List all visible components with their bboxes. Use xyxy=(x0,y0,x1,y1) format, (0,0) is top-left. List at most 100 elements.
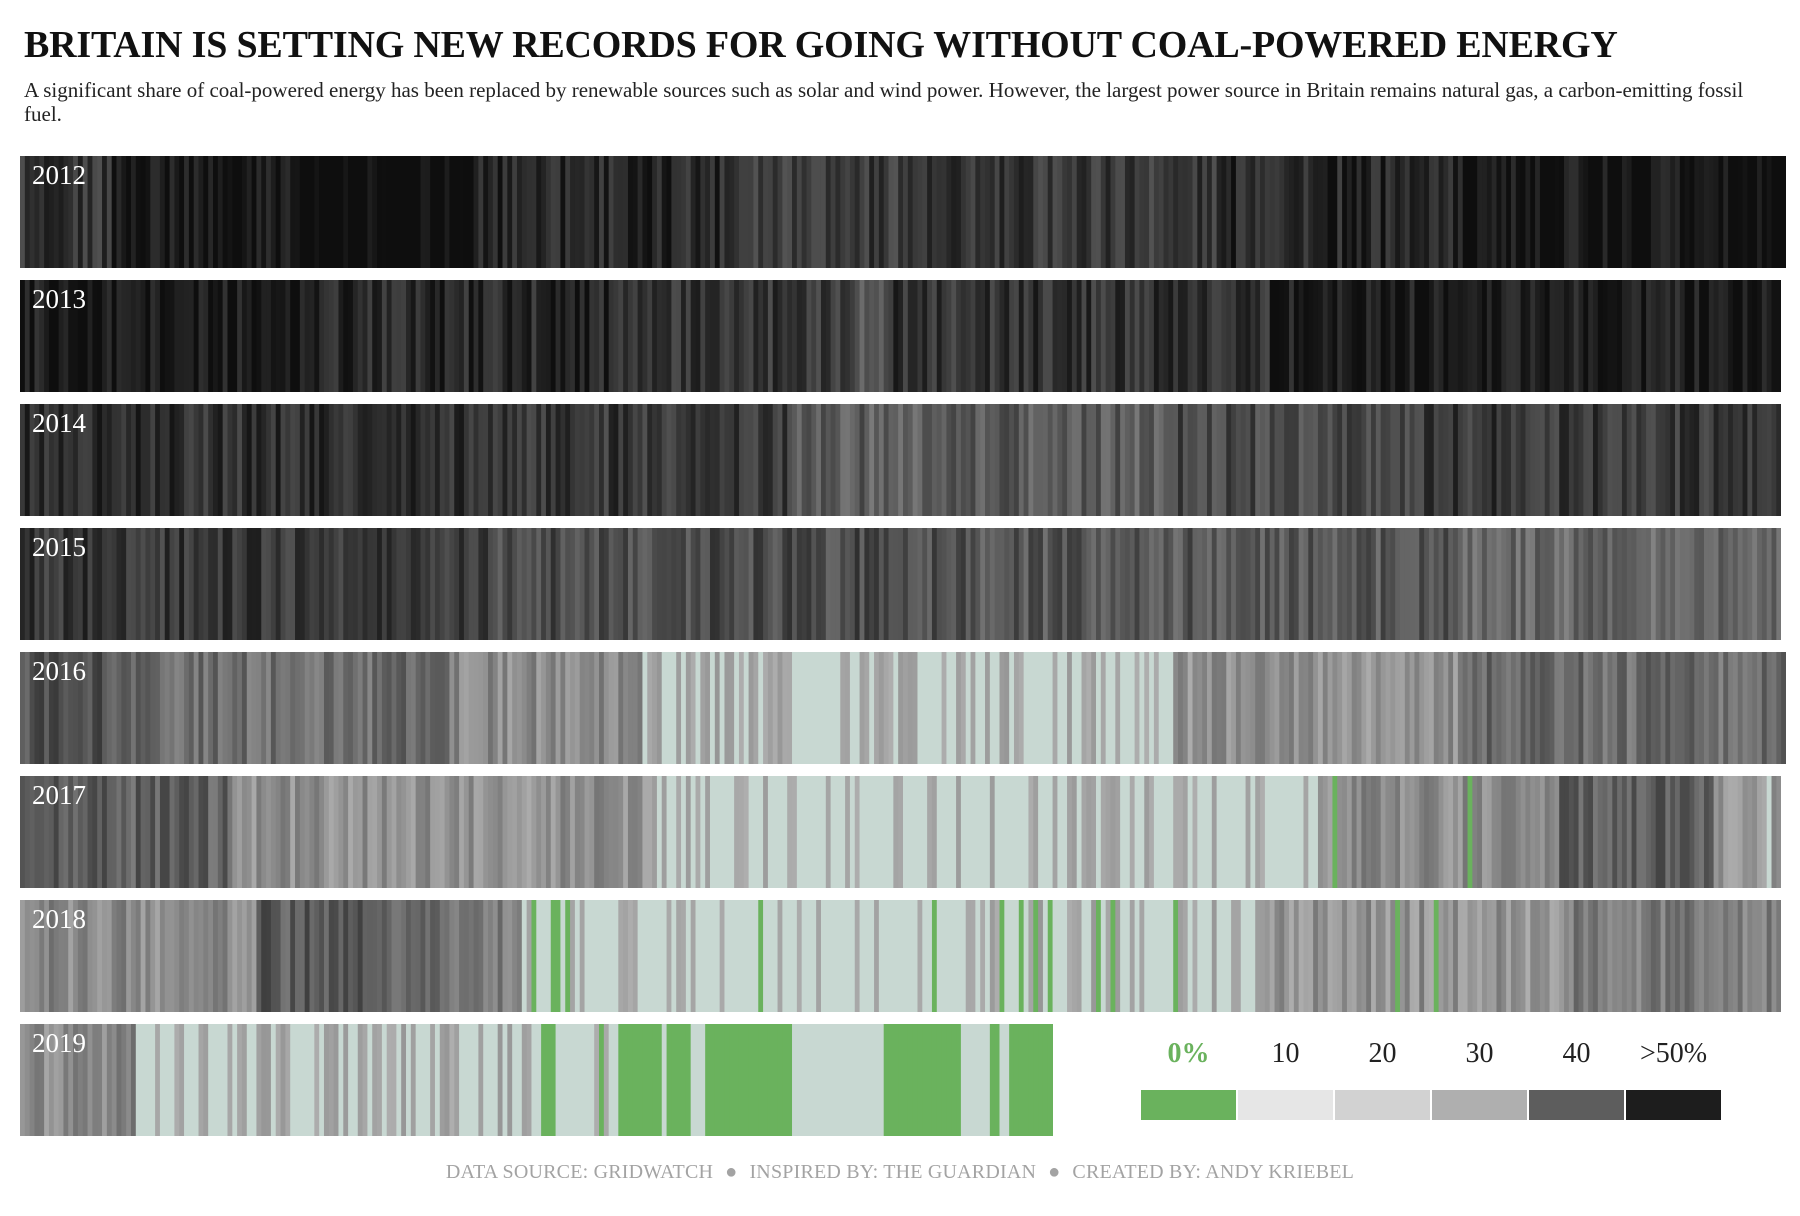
day-mark xyxy=(849,156,856,268)
day-mark xyxy=(492,776,499,888)
year-strips: 2012 2013 2014 2015 2016 2017 2018 2019 xyxy=(20,156,1786,1216)
day-mark xyxy=(44,900,50,1012)
day-mark xyxy=(309,528,315,640)
day-mark xyxy=(1255,280,1261,392)
day-mark xyxy=(685,280,692,392)
day-mark xyxy=(1424,776,1430,888)
day-mark xyxy=(579,156,586,268)
day-mark xyxy=(174,528,180,640)
day-mark xyxy=(1124,776,1131,888)
day-mark xyxy=(1086,404,1092,516)
day-mark xyxy=(357,156,364,268)
day-mark xyxy=(92,156,98,268)
day-mark xyxy=(787,156,793,268)
day-mark xyxy=(816,280,822,392)
day-mark xyxy=(1457,900,1464,1012)
day-mark xyxy=(893,1024,899,1136)
day-mark xyxy=(1617,652,1623,764)
day-mark xyxy=(526,156,533,268)
day-mark xyxy=(1081,652,1087,764)
day-mark xyxy=(845,776,851,888)
day-mark xyxy=(1583,528,1589,640)
day-mark xyxy=(463,404,470,516)
day-mark xyxy=(1554,900,1560,1012)
day-mark xyxy=(1684,652,1691,764)
day-mark xyxy=(709,776,716,888)
day-mark xyxy=(874,776,880,888)
day-mark xyxy=(1539,156,1546,268)
day-mark xyxy=(1351,900,1358,1012)
day-mark xyxy=(985,1024,991,1136)
day-mark xyxy=(1747,156,1753,268)
day-mark xyxy=(594,528,600,640)
day-mark xyxy=(1245,900,1252,1012)
day-mark xyxy=(1453,528,1459,640)
day-mark xyxy=(951,404,957,516)
day-mark xyxy=(367,1024,373,1136)
day-mark xyxy=(492,652,499,764)
day-mark xyxy=(835,776,841,888)
day-mark xyxy=(1327,528,1334,640)
day-mark xyxy=(825,404,832,516)
day-mark xyxy=(849,652,856,764)
day-mark xyxy=(102,404,108,516)
day-mark xyxy=(603,280,610,392)
day-mark xyxy=(1216,900,1223,1012)
day-mark xyxy=(738,776,745,888)
day-mark xyxy=(507,900,513,1012)
day-mark xyxy=(878,900,885,1012)
day-mark xyxy=(468,1024,475,1136)
day-mark xyxy=(637,1024,644,1136)
day-mark xyxy=(763,776,769,888)
day-mark xyxy=(1728,280,1734,392)
day-mark xyxy=(1120,652,1126,764)
day-mark xyxy=(632,652,639,764)
day-mark xyxy=(1013,652,1020,764)
day-mark xyxy=(541,900,547,1012)
day-mark xyxy=(261,404,267,516)
day-mark xyxy=(1597,776,1604,888)
day-mark xyxy=(830,1024,837,1136)
day-mark xyxy=(1699,528,1705,640)
day-mark xyxy=(434,900,441,1012)
day-mark xyxy=(1728,156,1734,268)
day-mark xyxy=(184,900,190,1012)
day-mark xyxy=(1279,156,1285,268)
day-mark xyxy=(1327,404,1334,516)
day-mark xyxy=(68,900,74,1012)
day-mark xyxy=(367,280,373,392)
day-mark xyxy=(946,776,952,888)
legend-label-10: 10 xyxy=(1271,1038,1300,1069)
day-mark xyxy=(647,1024,653,1136)
day-mark xyxy=(835,156,841,268)
day-mark xyxy=(1395,776,1401,888)
day-mark xyxy=(478,652,484,764)
day-mark xyxy=(666,652,672,764)
day-mark xyxy=(1472,404,1478,516)
day-mark xyxy=(1211,156,1218,268)
day-mark xyxy=(396,776,402,888)
day-mark xyxy=(34,776,40,888)
day-mark xyxy=(309,156,315,268)
day-mark xyxy=(545,1024,552,1136)
day-mark xyxy=(1641,156,1647,268)
day-mark xyxy=(1419,280,1425,392)
day-mark xyxy=(1216,652,1223,764)
day-mark xyxy=(309,1024,315,1136)
day-mark xyxy=(681,156,687,268)
day-mark xyxy=(1120,156,1126,268)
day-mark xyxy=(956,156,962,268)
day-mark xyxy=(907,404,914,516)
day-mark xyxy=(618,280,624,392)
day-mark xyxy=(550,900,557,1012)
day-mark xyxy=(574,900,581,1012)
day-mark xyxy=(1269,652,1276,764)
day-mark xyxy=(936,528,943,640)
footer-source: DATA SOURCE: GRIDWATCH xyxy=(445,1161,714,1183)
day-mark xyxy=(1250,280,1256,392)
day-mark xyxy=(1144,404,1150,516)
day-mark xyxy=(1438,528,1445,640)
day-mark xyxy=(39,652,45,764)
day-mark xyxy=(222,528,229,640)
day-mark xyxy=(1732,156,1739,268)
